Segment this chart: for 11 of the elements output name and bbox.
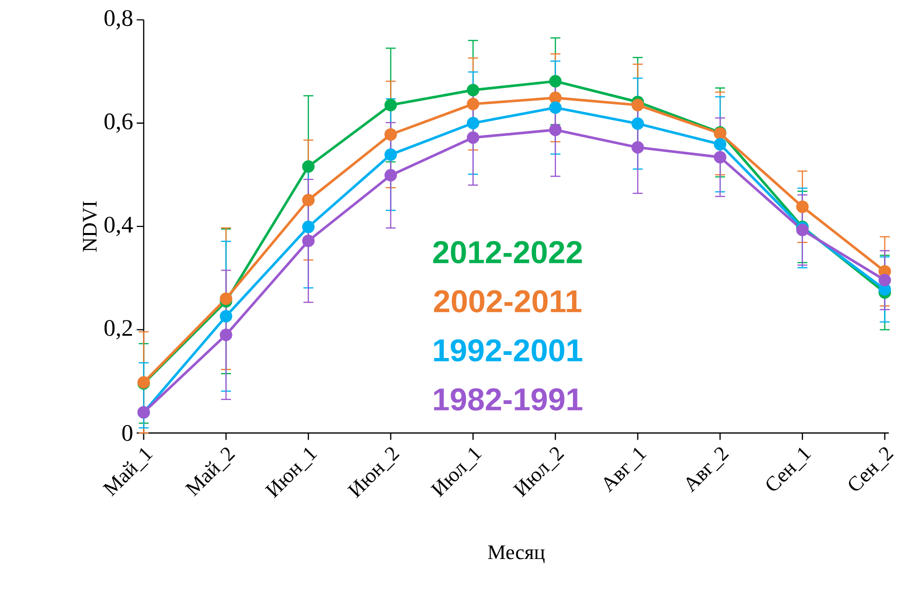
text: 2002-2011: [434, 290, 582, 312]
x-axis-title: Месяц: [488, 545, 545, 563]
y-axis-title: NDVI: [82, 201, 97, 252]
y-tick-label: 0,4: [104, 216, 133, 236]
text: 1982-1991: [434, 388, 582, 410]
y-tick-label: 0,6: [104, 113, 133, 133]
y-tick-label: 0,2: [104, 320, 132, 340]
text: 1992-2001: [434, 339, 582, 362]
text: 2012-2022: [433, 240, 582, 264]
y-tick-label: 0,8: [104, 10, 132, 30]
y-tick-label: 0: [122, 424, 132, 441]
